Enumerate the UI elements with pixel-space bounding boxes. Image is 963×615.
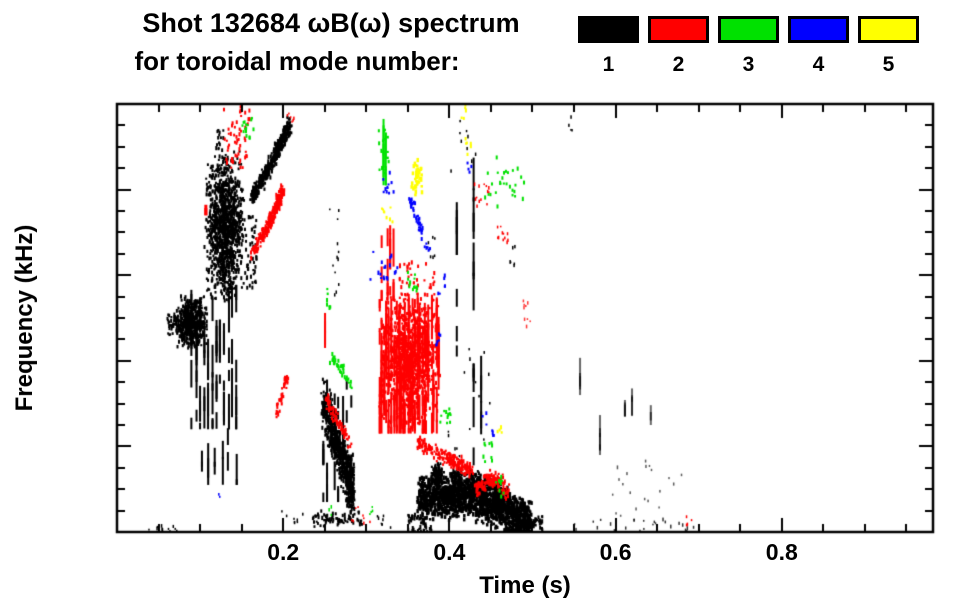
x-tick-label: 0.6 xyxy=(599,539,632,565)
mode-color-legend: 1 2 3 4 5 xyxy=(578,16,919,77)
x-tick-label: 0.2 xyxy=(267,539,300,565)
legend-mode-number: 5 xyxy=(882,53,895,76)
legend-item-mode-5: 5 xyxy=(858,16,919,77)
legend-color-swatch xyxy=(718,16,779,43)
chart-title-line2: for toroidal mode number: xyxy=(134,46,460,76)
legend-color-swatch xyxy=(578,16,639,43)
legend-item-mode-2: 2 xyxy=(648,16,709,77)
x-tick-label: 0.8 xyxy=(765,539,798,565)
legend-item-mode-4: 4 xyxy=(788,16,849,77)
legend-mode-number: 4 xyxy=(812,53,825,76)
legend-color-swatch xyxy=(858,16,919,43)
chart-title-line1: Shot 132684 ωB(ω) spectrum xyxy=(142,8,520,38)
legend-item-mode-1: 1 xyxy=(578,16,639,77)
y-axis-label: Frequency (kHz) xyxy=(11,224,38,412)
x-axis-label: Time (s) xyxy=(479,572,571,599)
legend-color-swatch xyxy=(788,16,849,43)
legend-item-mode-3: 3 xyxy=(718,16,779,77)
x-tick-label: 0.4 xyxy=(433,539,466,565)
legend-mode-number: 2 xyxy=(672,53,685,76)
legend-mode-number: 1 xyxy=(602,53,615,76)
legend-color-swatch xyxy=(648,16,709,43)
legend-mode-number: 3 xyxy=(742,53,755,76)
